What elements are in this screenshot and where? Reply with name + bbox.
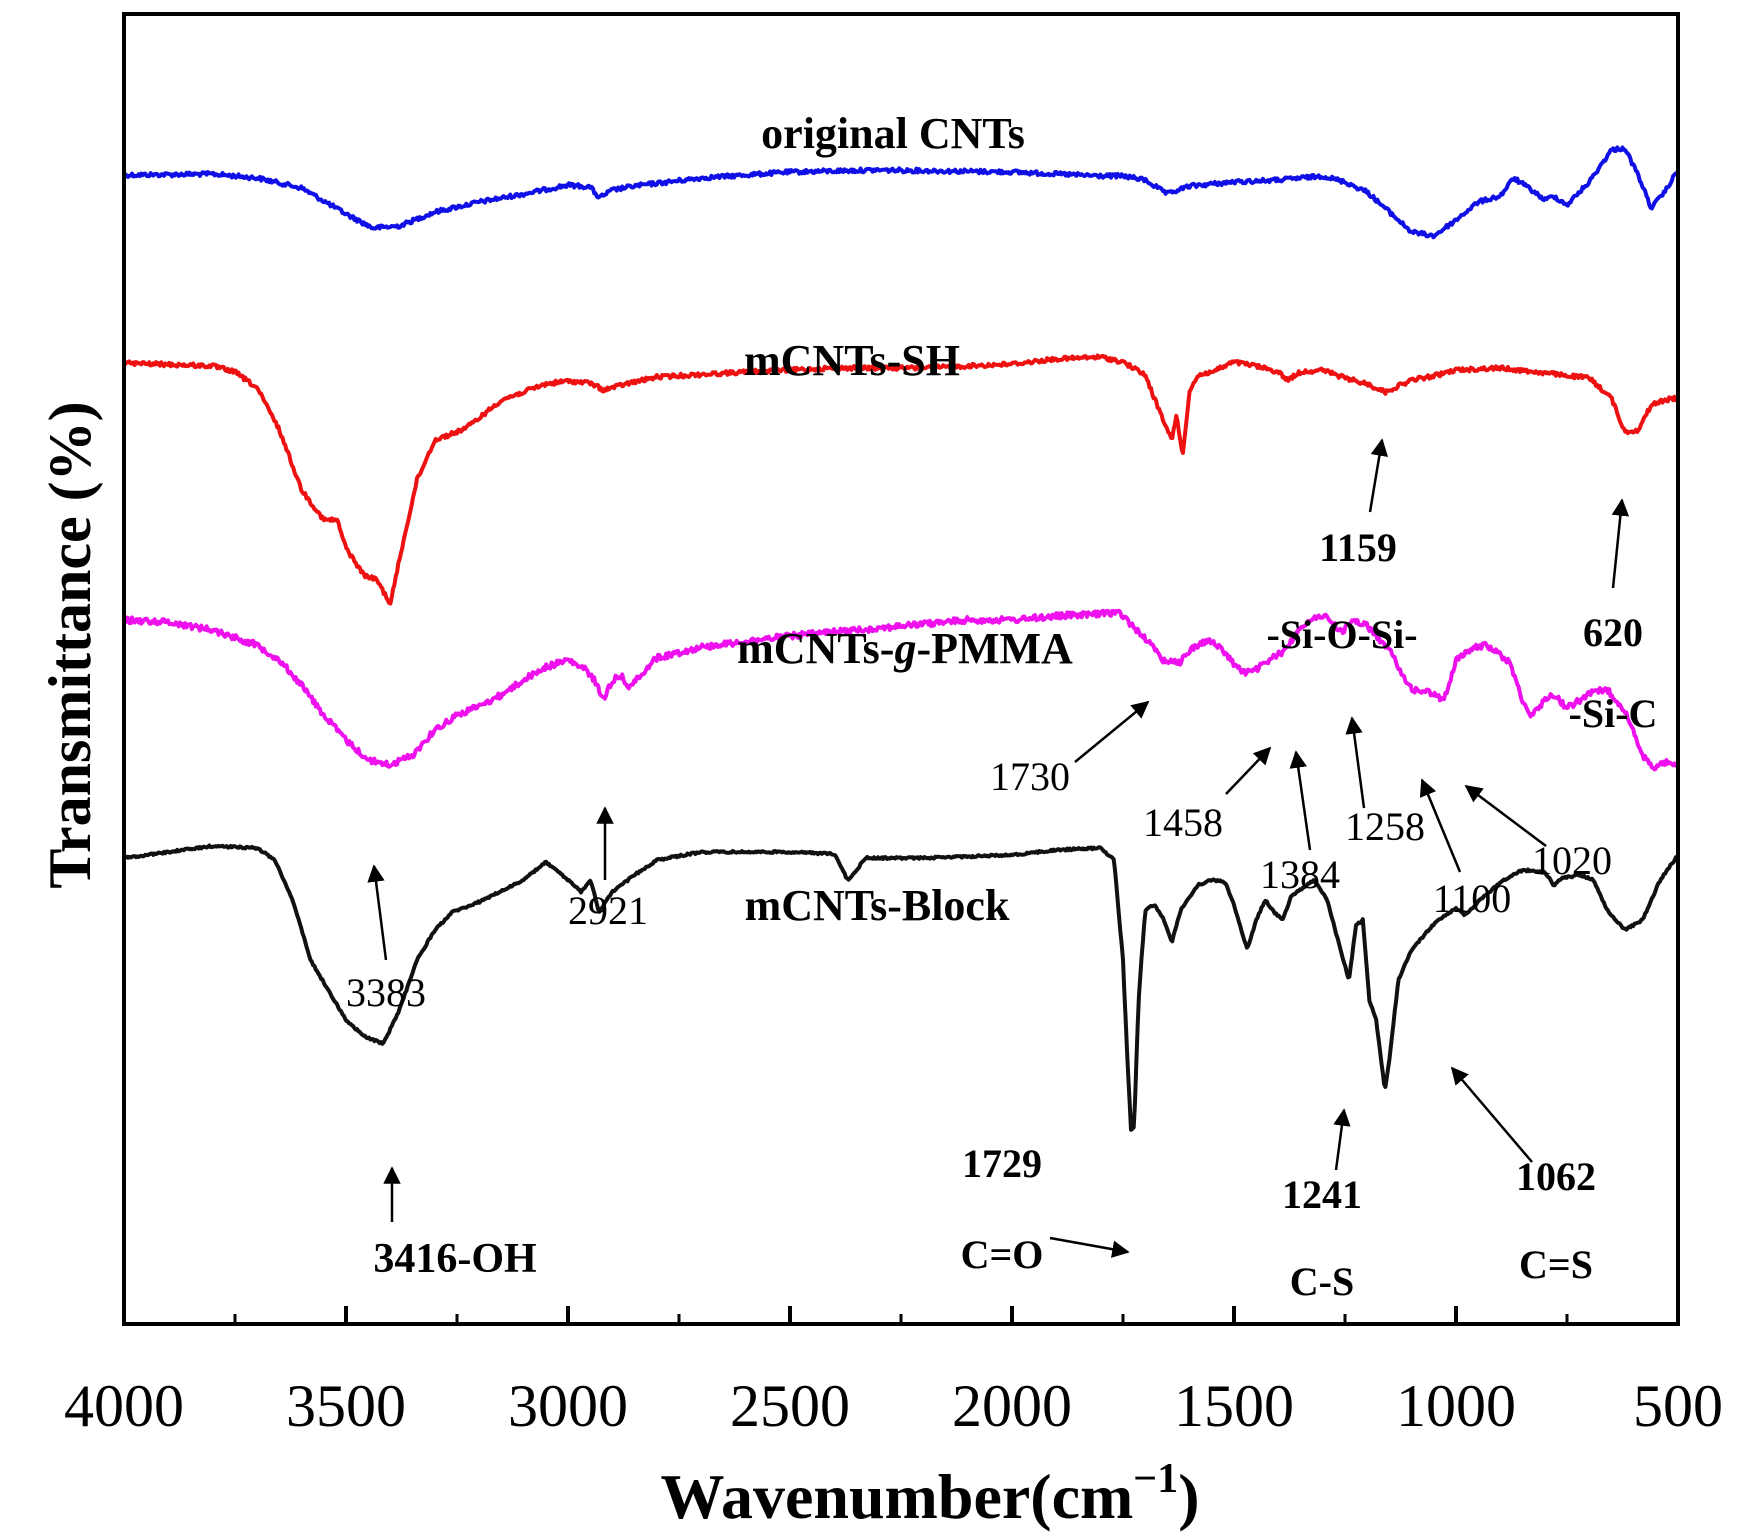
arrow-3383 [367, 864, 388, 961]
arrow-1258 [1345, 716, 1366, 809]
arrow-1159 [1368, 438, 1389, 513]
chart-text: original CNTs mCNTs-SH mCNTs-g-PMMA mCNT… [37, 109, 1657, 1532]
x-axis-label: Wavenumber(cm−1) [660, 1456, 1199, 1532]
peak-c-o: C=O [961, 1232, 1044, 1277]
spectra-group [122, 145, 1679, 1132]
x-tick-label-500: 500 [1633, 1373, 1723, 1439]
peak-c-s-double: C=S [1519, 1242, 1593, 1287]
x-axis-ticks: 4000 3500 3000 2500 2000 1500 1000 500 [64, 1306, 1723, 1439]
arrow-1100 [1419, 778, 1462, 873]
peak-3383: 3383 [346, 970, 426, 1015]
label-mcnts-g-pmma: mCNTs-g-PMMA [737, 624, 1073, 673]
peak-1729: 1729 [962, 1141, 1042, 1186]
peak-2921: 2921 [568, 888, 648, 933]
arrow-1458 [1225, 746, 1272, 795]
y-axis-label: Transmittance (%) [37, 401, 103, 888]
x-tick-label-2500: 2500 [730, 1373, 850, 1439]
x-tick-label-2000: 2000 [952, 1373, 1072, 1439]
arrow-1062 [1450, 1066, 1533, 1163]
x-tick-label-3000: 3000 [508, 1373, 628, 1439]
label-original-cnts: original CNTs [761, 109, 1025, 158]
peak-1730: 1730 [990, 754, 1070, 799]
peak-1100: 1100 [1433, 876, 1512, 921]
peak-3416-oh: 3416-OH [373, 1236, 536, 1282]
peak-1062: 1062 [1516, 1154, 1596, 1199]
peak-1159: 1159 [1319, 525, 1397, 570]
series-line-1 [123, 353, 1679, 606]
peak-si-o-si: -Si-O-Si- [1266, 612, 1417, 657]
peak-620: 620 [1583, 610, 1643, 655]
series-line-2 [122, 608, 1679, 772]
arrow-1730 [1074, 700, 1150, 763]
label-mcnts-block: mCNTs-Block [745, 881, 1010, 930]
label-mcnts-sh: mCNTs-SH [744, 336, 960, 385]
peak-si-c: -Si-C [1569, 691, 1658, 736]
arrow-1020 [1464, 784, 1547, 847]
arrow-1384 [1289, 750, 1312, 851]
annotation-arrows [367, 438, 1630, 1258]
x-tick-label-4000: 4000 [64, 1373, 184, 1439]
plot-frame [122, 12, 1680, 1326]
peak-1258: 1258 [1345, 804, 1425, 849]
peak-c-s: C-S [1290, 1259, 1354, 1304]
arrow-1241 [1333, 1108, 1351, 1171]
x-tick-label-1000: 1000 [1396, 1373, 1516, 1439]
arrow-620 [1611, 498, 1630, 589]
peak-1384: 1384 [1260, 852, 1340, 897]
peak-1020: 1020 [1532, 838, 1612, 883]
peak-1241: 1241 [1282, 1172, 1362, 1217]
arrow-1729 [1049, 1236, 1130, 1258]
x-tick-label-3500: 3500 [286, 1373, 406, 1439]
series-line-3 [122, 843, 1678, 1132]
peak-1458: 1458 [1143, 800, 1223, 845]
series-line-0 [122, 145, 1678, 240]
x-tick-label-1500: 1500 [1174, 1373, 1294, 1439]
